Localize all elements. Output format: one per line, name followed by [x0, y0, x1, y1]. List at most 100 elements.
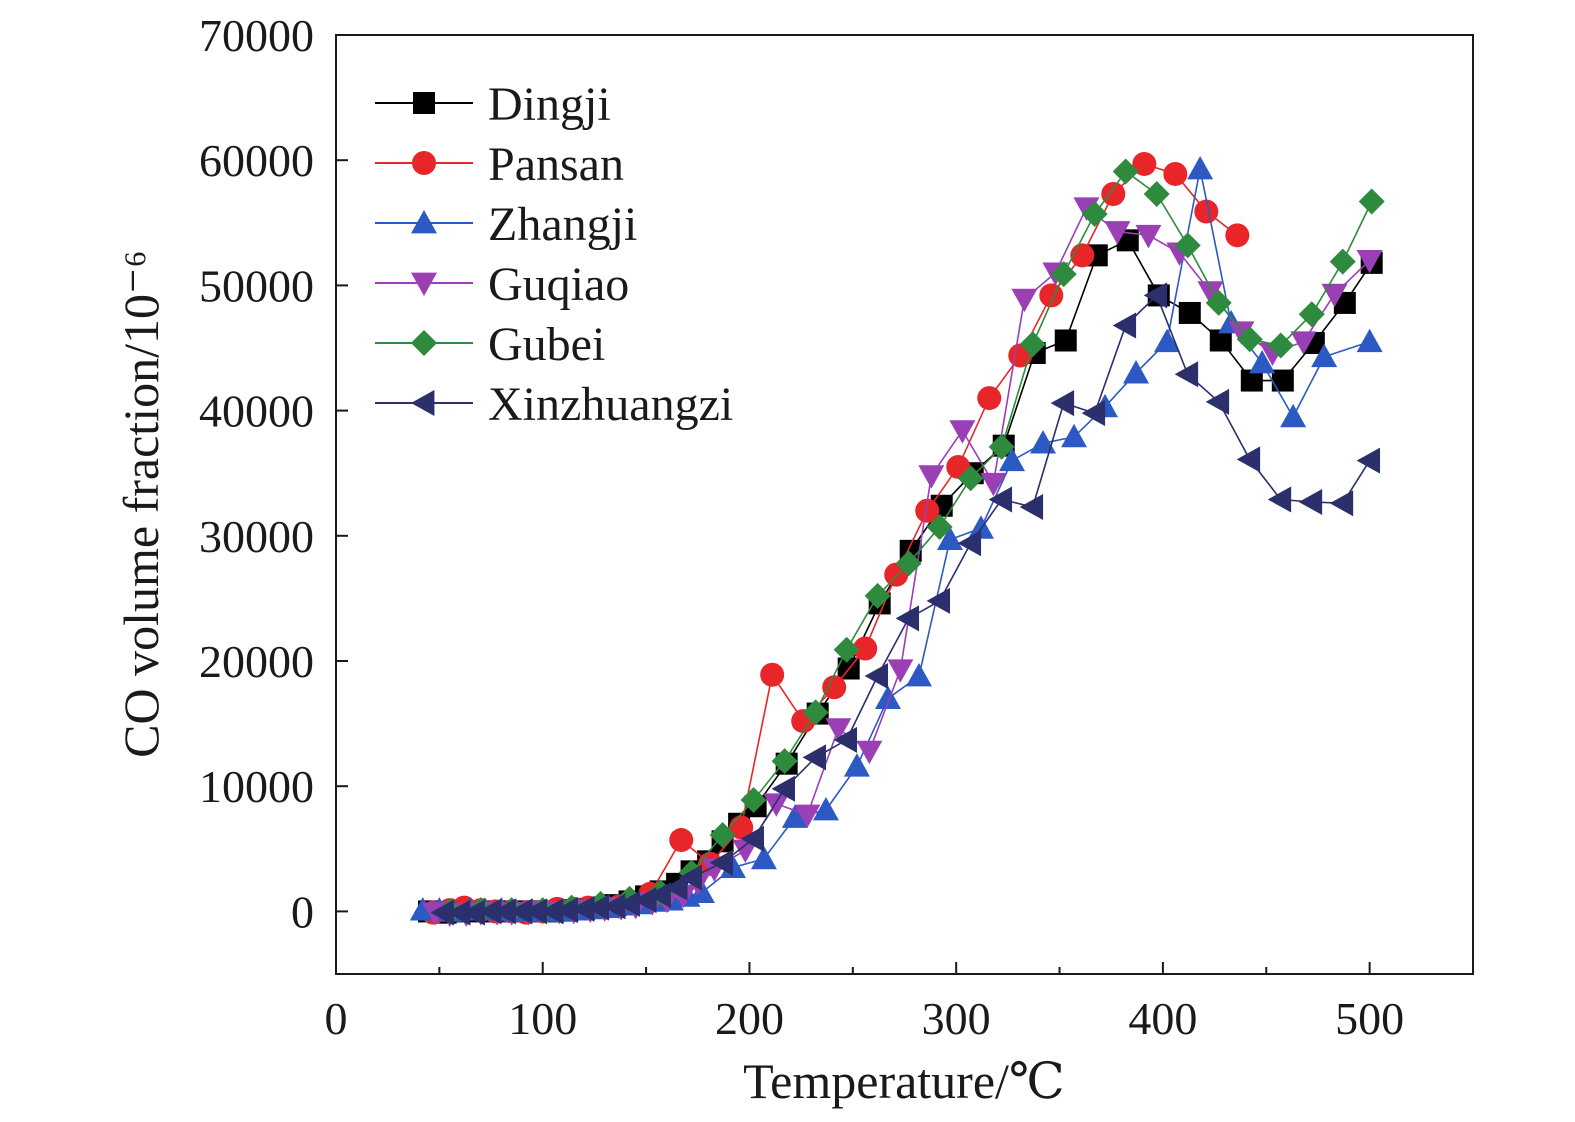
data-point-gubei [1050, 261, 1077, 288]
data-point-guqiao [1321, 283, 1348, 308]
legend-label-dingji: Dingji [488, 78, 611, 131]
data-point-guqiao [1356, 249, 1383, 274]
series-layer [409, 151, 1385, 927]
data-point-zhangji [750, 845, 777, 870]
data-point-pansan [1101, 182, 1126, 207]
data-point-gubei [1236, 326, 1263, 353]
x-tick-label: 300 [922, 993, 991, 1044]
data-point-guqiao [856, 740, 883, 765]
data-point-dingji [1054, 329, 1077, 352]
data-point-pansan [977, 386, 1002, 411]
legend-label-xinzhuangzi: Xinzhuangzi [488, 378, 733, 431]
data-point-gubei [802, 699, 829, 726]
y-tick-label: 0 [291, 886, 314, 937]
data-point-xinzhuangzi [478, 898, 502, 925]
data-point-xinzhuangzi [864, 663, 889, 690]
data-point-xinzhuangzi [540, 898, 564, 925]
data-point-xinzhuangzi [492, 898, 516, 925]
y-tick-label: 60000 [199, 135, 314, 186]
data-point-guqiao [732, 839, 759, 864]
data-point-gubei [988, 433, 1015, 460]
data-point-guqiao [1011, 288, 1038, 313]
x-tick-label: 200 [715, 993, 784, 1044]
data-point-xinzhuangzi [988, 486, 1013, 513]
data-point-dingji [1209, 329, 1232, 352]
legend-label-zhangji: Zhangji [488, 198, 637, 251]
data-point-xinzhuangzi [509, 898, 533, 925]
data-point-xinzhuangzi [664, 874, 688, 901]
data-point-xinzhuangzi [926, 587, 951, 614]
data-point-xinzhuangzi [1019, 494, 1044, 521]
data-point-gubei [926, 514, 953, 541]
data-point-gubei [1205, 289, 1232, 316]
legend-label-gubei: Gubei [488, 318, 605, 371]
data-point-pansan [1132, 151, 1157, 176]
data-point-xinzhuangzi [447, 899, 471, 926]
data-point-guqiao [1104, 221, 1131, 245]
data-point-xinzhuangzi [571, 895, 595, 922]
data-point-xinzhuangzi [709, 849, 733, 876]
data-point-guqiao [1197, 281, 1224, 305]
data-point-xinzhuangzi [585, 894, 609, 921]
data-point-xinzhuangzi [1205, 388, 1230, 415]
y-tick-label: 40000 [199, 386, 314, 437]
legend: Dingji Pansan Zhangji Guqiao Gubei Xinzhuangz… [375, 78, 733, 431]
data-point-xinzhuangzi [895, 605, 920, 632]
data-point-zhangji [812, 796, 839, 821]
data-point-gubei [957, 465, 984, 492]
data-point-xinzhuangzi [1143, 282, 1168, 309]
data-point-pansan [822, 675, 847, 700]
series-xinzhuangzi [430, 282, 1381, 926]
legend-marker-zhangji [411, 210, 437, 234]
data-point-gubei [833, 636, 860, 663]
data-point-pansan [853, 636, 878, 661]
data-point-guqiao [825, 718, 852, 742]
data-point-xinzhuangzi [1081, 400, 1106, 427]
data-point-guqiao [1290, 331, 1317, 355]
data-point-xinzhuangzi [957, 530, 982, 557]
data-point-guqiao [794, 804, 821, 828]
legend-label-pansan: Pansan [488, 138, 624, 191]
data-point-xinzhuangzi [1298, 488, 1323, 515]
data-point-zhangji [1249, 350, 1276, 374]
data-point-xinzhuangzi [678, 864, 702, 891]
data-point-pansan [669, 828, 694, 853]
data-point-gubei [1143, 181, 1170, 208]
x-tick-label: 500 [1335, 993, 1404, 1044]
legend-marker-dingji [413, 92, 435, 114]
data-point-zhangji [1280, 403, 1307, 428]
data-point-xinzhuangzi [1112, 312, 1137, 339]
data-point-xinzhuangzi [1236, 446, 1261, 473]
data-point-xinzhuangzi [1267, 486, 1292, 513]
data-point-zhangji [998, 447, 1025, 472]
data-point-gubei [740, 786, 767, 813]
data-point-zhangji [843, 753, 870, 777]
data-point-guqiao [980, 472, 1007, 497]
data-point-zhangji [1311, 343, 1338, 368]
data-point-zhangji [1356, 328, 1383, 353]
data-point-gubei [1298, 301, 1325, 328]
data-point-zhangji [1187, 155, 1214, 180]
y-tick-label: 30000 [199, 511, 314, 562]
legend-label-guqiao: Guqiao [488, 258, 629, 311]
legend-marker-guqiao [411, 272, 437, 296]
data-point-xinzhuangzi [1356, 447, 1381, 474]
data-point-xinzhuangzi [554, 897, 578, 924]
legend-marker-xinzhuangzi [411, 390, 435, 416]
data-point-gubei [1019, 331, 1046, 358]
data-point-gubei [895, 550, 922, 577]
data-point-xinzhuangzi [771, 775, 795, 802]
data-point-gubei [1267, 332, 1294, 359]
data-point-xinzhuangzi [461, 899, 485, 926]
data-point-xinzhuangzi [1174, 361, 1199, 388]
data-point-zhangji [967, 515, 994, 539]
x-tick-label: 400 [1128, 993, 1197, 1044]
y-tick-label: 10000 [199, 761, 314, 812]
data-point-gubei [1174, 232, 1201, 259]
data-point-guqiao [1135, 224, 1162, 249]
data-point-xinzhuangzi [833, 726, 858, 753]
x-tick-label: 0 [325, 993, 348, 1044]
data-point-gubei [864, 582, 891, 609]
